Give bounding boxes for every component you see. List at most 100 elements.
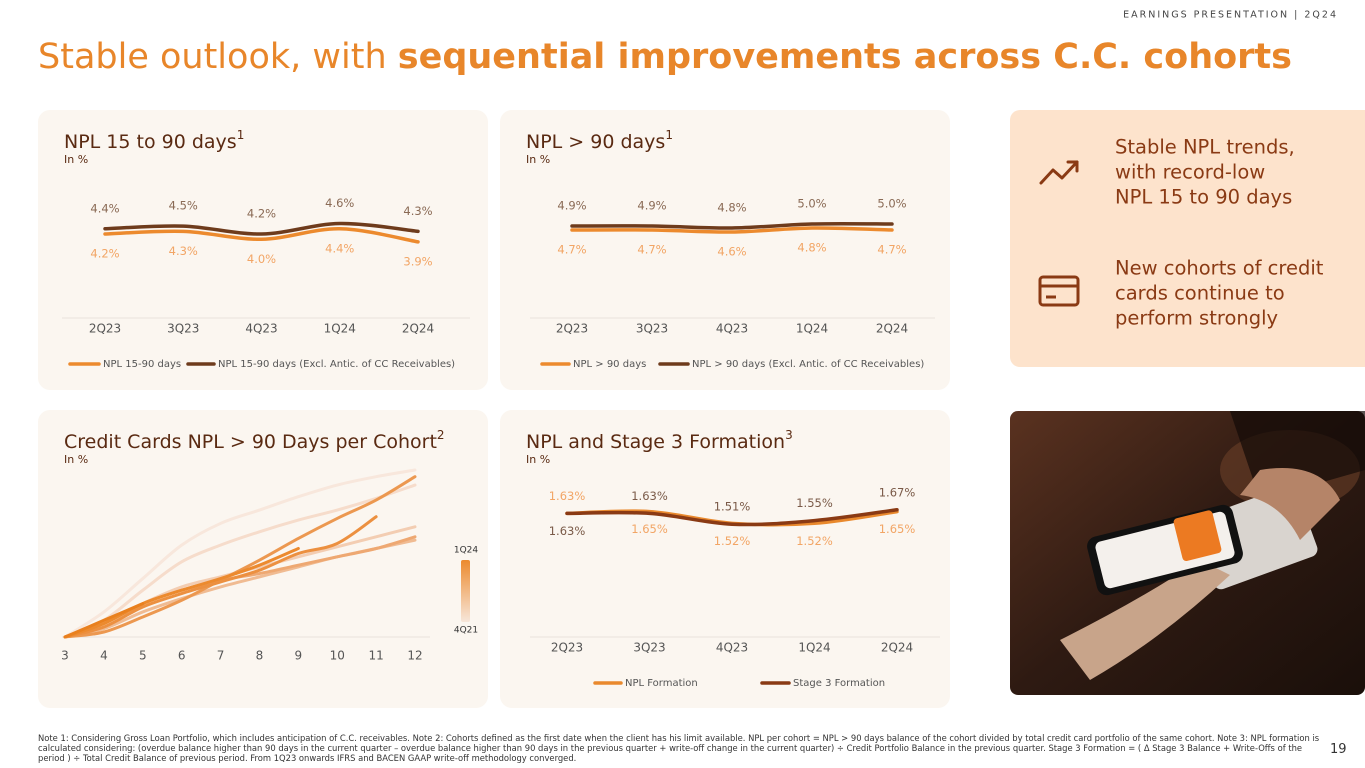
line — [103, 226, 420, 244]
data-label: 1.52% — [714, 534, 751, 548]
highlight-text: with record-low — [1115, 161, 1265, 184]
x-tick-label: 6 — [178, 649, 186, 663]
photo — [1010, 411, 1365, 695]
slide-title: Stable outlook, with sequential improvem… — [38, 37, 1292, 77]
chart-title: Credit Cards NPL > 90 Days per Cohort2 — [64, 428, 445, 453]
data-label: 4.6% — [325, 196, 354, 210]
data-label: 4.2% — [247, 207, 276, 221]
chart-title: NPL > 90 days1 — [526, 128, 673, 153]
data-label: 4.2% — [90, 247, 119, 261]
line — [570, 226, 894, 234]
colorbar-label: 4Q21 — [454, 626, 478, 636]
data-label: 1.55% — [796, 496, 833, 510]
panel — [500, 410, 950, 708]
data-label: 1.52% — [796, 534, 833, 548]
cohort-line — [63, 515, 378, 639]
line — [565, 508, 899, 527]
legend-label: NPL 15-90 days — [103, 359, 181, 370]
data-label: 1.65% — [631, 522, 668, 536]
x-tick-label: 3Q23 — [636, 322, 668, 336]
x-tick-label: 2Q23 — [556, 322, 588, 336]
chart-subtitle: In % — [64, 453, 88, 466]
x-tick-label: 4Q23 — [245, 322, 277, 336]
data-label: 1.63% — [549, 524, 586, 538]
chart-title-text: NPL 15 to 90 days — [64, 131, 237, 153]
x-tick-label: 11 — [368, 649, 383, 663]
x-tick-label: 1Q24 — [324, 322, 356, 336]
chart-title: NPL 15 to 90 days1 — [64, 128, 244, 153]
x-tick-label: 1Q24 — [796, 322, 828, 336]
x-tick-label: 2Q23 — [551, 641, 583, 655]
panel — [500, 110, 950, 390]
legend-label: NPL > 90 days — [573, 359, 646, 370]
x-tick-label: 4 — [100, 649, 108, 663]
footnote: Note 1: Considering Gross Loan Portfolio… — [38, 733, 1320, 763]
line — [570, 221, 894, 230]
data-label: 5.0% — [797, 197, 826, 211]
data-label: 3.9% — [403, 254, 432, 268]
x-tick-label: 7 — [217, 649, 225, 663]
title-part: sequential improvements across C.C. coho… — [398, 37, 1292, 77]
highlight-text: perform strongly — [1115, 307, 1278, 330]
data-label: 1.51% — [714, 500, 751, 514]
panel — [38, 110, 488, 390]
page-number: 19 — [1330, 742, 1347, 757]
chart-subtitle: In % — [526, 153, 550, 166]
x-tick-label: 9 — [295, 649, 303, 663]
x-tick-label: 5 — [139, 649, 147, 663]
data-label: 4.7% — [637, 243, 666, 257]
title-part: Stable outlook, with — [38, 37, 398, 77]
legend-label: NPL Formation — [625, 678, 698, 689]
highlight-text: New cohorts of credit — [1115, 257, 1324, 280]
footnote-mark: 2 — [437, 428, 445, 442]
header: EARNINGS PRESENTATION | 2Q24 — [1123, 10, 1338, 21]
data-label: 4.7% — [557, 243, 586, 257]
data-label: 4.4% — [90, 201, 119, 215]
legend-label: Stage 3 Formation — [793, 678, 885, 689]
data-label: 4.3% — [403, 204, 432, 218]
x-tick-label: 4Q23 — [716, 641, 748, 655]
data-label: 4.7% — [877, 243, 906, 257]
x-tick-label: 3Q23 — [167, 322, 199, 336]
highlight-box — [1010, 110, 1365, 367]
highlight-text: Stable NPL trends, — [1115, 136, 1295, 159]
cohort-line — [63, 475, 417, 639]
x-tick-label: 8 — [256, 649, 264, 663]
cohort-line — [63, 468, 417, 639]
x-tick-label: 2Q23 — [89, 322, 121, 336]
footnote-mark: 3 — [785, 428, 793, 442]
footnote-mark: 1 — [237, 128, 245, 142]
cohort-line — [63, 546, 300, 639]
cohort-line — [63, 483, 417, 639]
data-label: 4.9% — [557, 199, 586, 213]
data-label: 5.0% — [877, 197, 906, 211]
data-label: 4.4% — [325, 241, 354, 255]
chart-title-text: Credit Cards NPL > 90 Days per Cohort — [64, 431, 437, 453]
chart-subtitle: In % — [526, 453, 550, 466]
x-tick-label: 4Q23 — [716, 322, 748, 336]
highlight-text: NPL 15 to 90 days — [1115, 186, 1292, 209]
data-label: 1.67% — [879, 485, 916, 499]
cohort-line — [63, 602, 145, 639]
x-tick-label: 10 — [330, 649, 345, 663]
data-label: 1.63% — [631, 489, 668, 503]
data-label: 4.8% — [717, 201, 746, 215]
legend-label: NPL 15-90 days (Excl. Antic. of CC Recei… — [218, 359, 455, 370]
x-tick-label: 2Q24 — [881, 641, 913, 655]
footnote-mark: 1 — [665, 128, 673, 142]
x-tick-label: 3 — [61, 649, 69, 663]
x-tick-label: 12 — [407, 649, 422, 663]
data-label: 1.65% — [879, 522, 916, 536]
x-tick-label: 3Q23 — [633, 641, 665, 655]
data-label: 1.63% — [549, 489, 586, 503]
chart-title: NPL and Stage 3 Formation3 — [526, 428, 793, 453]
line — [103, 221, 420, 236]
chart-title-text: NPL and Stage 3 Formation — [526, 431, 785, 453]
colorbar-label: 1Q24 — [454, 546, 479, 556]
data-label: 4.8% — [797, 241, 826, 255]
legend-label: NPL > 90 days (Excl. Antic. of CC Receiv… — [692, 359, 924, 370]
x-tick-label: 2Q24 — [876, 322, 908, 336]
x-tick-label: 2Q24 — [402, 322, 434, 336]
